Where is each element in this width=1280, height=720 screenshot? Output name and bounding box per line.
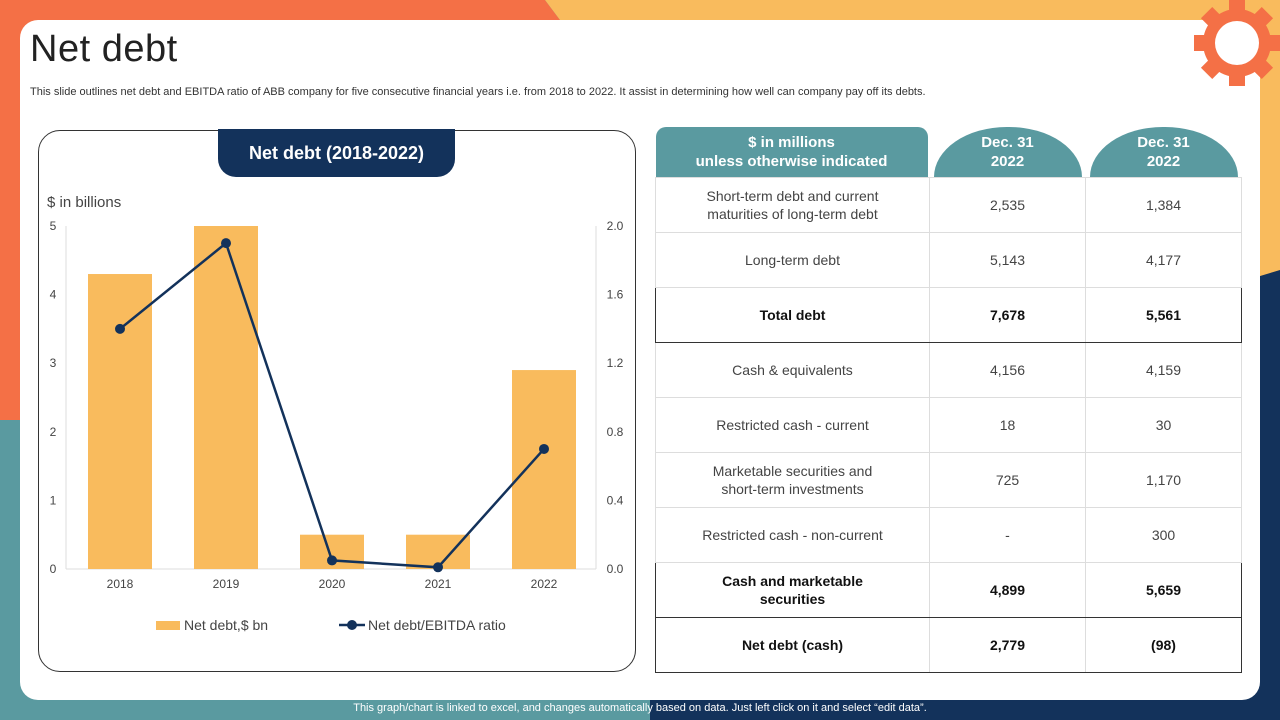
value-col1: 7,678 xyxy=(929,287,1086,343)
value-col2: 5,561 xyxy=(1085,287,1242,343)
table-row: Restricted cash - non-current -300 xyxy=(655,507,1242,563)
debt-table: $ in millions unless otherwise indicated D… xyxy=(655,127,1242,673)
value-col1: 4,156 xyxy=(929,342,1086,398)
value-col2: 1,170 xyxy=(1085,452,1242,508)
header-line: Dec. 31 xyxy=(981,134,1034,151)
value-col1: 2,535 xyxy=(929,177,1086,233)
header-line: unless otherwise indicated xyxy=(695,153,888,170)
value-col1: 4,899 xyxy=(929,562,1086,618)
table-header-1: Dec. 31 2022 xyxy=(930,127,1086,178)
row-label: Short-term debt and current maturities o… xyxy=(655,177,930,233)
gear-icon xyxy=(1194,0,1280,86)
row-label: Marketable securities and short-term inv… xyxy=(655,452,930,508)
value-col1: 18 xyxy=(929,397,1086,453)
value-col1: 725 xyxy=(929,452,1086,508)
page-title: Net debt xyxy=(30,28,178,70)
table-row: Short-term debt and current maturities o… xyxy=(655,177,1242,233)
row-label: Cash & equivalents xyxy=(655,342,930,398)
value-col1: 5,143 xyxy=(929,232,1086,288)
value-col2: 1,384 xyxy=(1085,177,1242,233)
header-line: $ in millions xyxy=(748,134,835,151)
row-label: Restricted cash - non-current xyxy=(655,507,930,563)
chart-title: Net debt (2018-2022) xyxy=(218,129,455,177)
row-label: Net debt (cash) xyxy=(655,617,930,673)
table-row: Marketable securities and short-term inv… xyxy=(655,452,1242,508)
table-row: Cash & equivalents 4,156 4,159 xyxy=(655,342,1242,398)
page-subtitle: This slide outlines net debt and EBITDA … xyxy=(30,86,926,98)
value-col1: - xyxy=(929,507,1086,563)
header-line: 2022 xyxy=(1146,153,1181,170)
table-row: Restricted cash - current 18 30 xyxy=(655,397,1242,453)
value-col1: 2,779 xyxy=(929,617,1086,673)
chart-panel xyxy=(38,130,636,672)
header-line: Dec. 31 xyxy=(1137,134,1190,151)
table-row: Net debt (cash) 2,779 (98) xyxy=(655,617,1242,673)
table-header-2: Dec. 31 2022 xyxy=(1086,127,1242,178)
table-row: Total debt 7,678 5,561 xyxy=(655,287,1242,343)
footer-note: This graph/chart is linked to excel, and… xyxy=(353,702,927,714)
value-col2: 4,159 xyxy=(1085,342,1242,398)
value-col2: (98) xyxy=(1085,617,1242,673)
value-col2: 4,177 xyxy=(1085,232,1242,288)
row-label: Restricted cash - current xyxy=(655,397,930,453)
row-label: Cash and marketable securities xyxy=(655,562,930,618)
value-col2: 300 xyxy=(1085,507,1242,563)
value-col2: 30 xyxy=(1085,397,1242,453)
row-label: Long-term debt xyxy=(655,232,930,288)
table-header-0: $ in millions unless otherwise indicated xyxy=(655,127,930,178)
table-row: Long-term debt 5,143 4,177 xyxy=(655,232,1242,288)
row-label: Total debt xyxy=(655,287,930,343)
table-row: Cash and marketable securities 4,899 5,659 xyxy=(655,562,1242,618)
header-line: 2022 xyxy=(990,153,1025,170)
value-col2: 5,659 xyxy=(1085,562,1242,618)
